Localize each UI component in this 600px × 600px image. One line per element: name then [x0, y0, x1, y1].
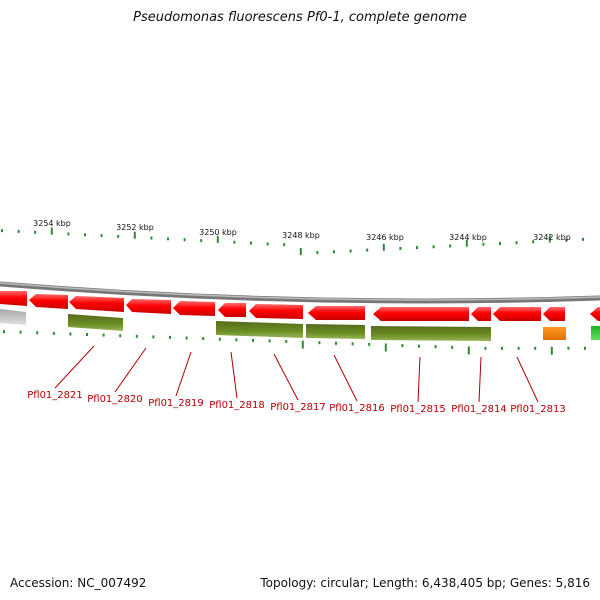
gene-labels: Pfl01_2821 Pfl01_2820 Pfl01_2819 Pfl01_2818…	[27, 345, 566, 415]
gene-label[interactable]: Pfl01_2820	[87, 394, 143, 405]
cds-arrow[interactable]	[373, 307, 469, 321]
gene-leader-line	[417, 356, 421, 403]
cds-arrow[interactable]	[308, 306, 365, 320]
accession-label: Accession: NC_007492	[10, 576, 147, 590]
gene-leader-line	[230, 351, 238, 399]
inner-scale-ticks	[3, 330, 586, 355]
scale-label: 3252 kbp	[116, 223, 154, 232]
gene-label[interactable]: Pfl01_2819	[148, 398, 204, 409]
gene-label[interactable]: Pfl01_2818	[209, 400, 265, 411]
outer-scale-ticks	[1, 227, 584, 255]
cds-arrow[interactable]	[543, 307, 565, 321]
gene-label[interactable]: Pfl01_2817	[270, 402, 326, 413]
rna-feature[interactable]	[306, 324, 365, 339]
orange-feature[interactable]	[543, 327, 566, 340]
cds-arrow[interactable]	[218, 303, 246, 317]
grey-feature[interactable]	[0, 309, 26, 325]
gene-leader-line	[516, 356, 539, 403]
cds-arrow[interactable]	[249, 304, 303, 319]
page-title: Pseudomonas fluorescens Pf0-1, complete …	[133, 10, 467, 25]
cds-track	[0, 291, 600, 321]
gene-leader-line	[478, 356, 482, 403]
gene-label[interactable]: Pfl01_2816	[329, 403, 385, 414]
cds-arrow[interactable]	[493, 307, 541, 321]
scale-label: 3242 kbp	[533, 233, 571, 242]
cds-arrow[interactable]	[69, 296, 124, 312]
genome-backbone-highlight	[0, 282, 600, 301]
scale-label: 3246 kbp	[366, 233, 404, 242]
rna-feature[interactable]	[216, 321, 303, 338]
green-feature[interactable]	[591, 326, 600, 340]
genome-summary: Topology: circular; Length: 6,438,405 bp…	[260, 576, 590, 590]
rna-feature[interactable]	[68, 314, 123, 331]
gene-leader-line	[175, 351, 192, 397]
cds-arrow[interactable]	[0, 291, 27, 306]
cds-arrow[interactable]	[173, 301, 215, 316]
gene-leader-line	[273, 353, 299, 401]
genome-backbone	[0, 281, 600, 304]
gene-label[interactable]: Pfl01_2821	[27, 390, 83, 401]
gene-label[interactable]: Pfl01_2814	[451, 404, 507, 415]
gene-label[interactable]: Pfl01_2813	[510, 404, 566, 415]
scale-labels: 3254 kbp 3252 kbp 3250 kbp 3248 kbp 3246 kbp…	[33, 219, 571, 242]
scale-label: 3248 kbp	[282, 231, 320, 240]
gene-leader-line	[333, 354, 358, 402]
cds-arrow[interactable]	[126, 299, 171, 314]
cds-arrow[interactable]	[471, 307, 491, 321]
cds-arrow[interactable]	[29, 294, 68, 309]
cds-arrow[interactable]	[590, 307, 600, 321]
scale-label: 3254 kbp	[33, 219, 71, 228]
rna-feature[interactable]	[371, 326, 491, 341]
gene-leader-line	[114, 347, 147, 393]
scale-label: 3250 kbp	[199, 228, 237, 237]
gene-leader-line	[54, 345, 95, 389]
feature-track-2	[0, 309, 600, 341]
scale-label: 3244 kbp	[449, 233, 487, 242]
gene-label[interactable]: Pfl01_2815	[390, 404, 446, 415]
